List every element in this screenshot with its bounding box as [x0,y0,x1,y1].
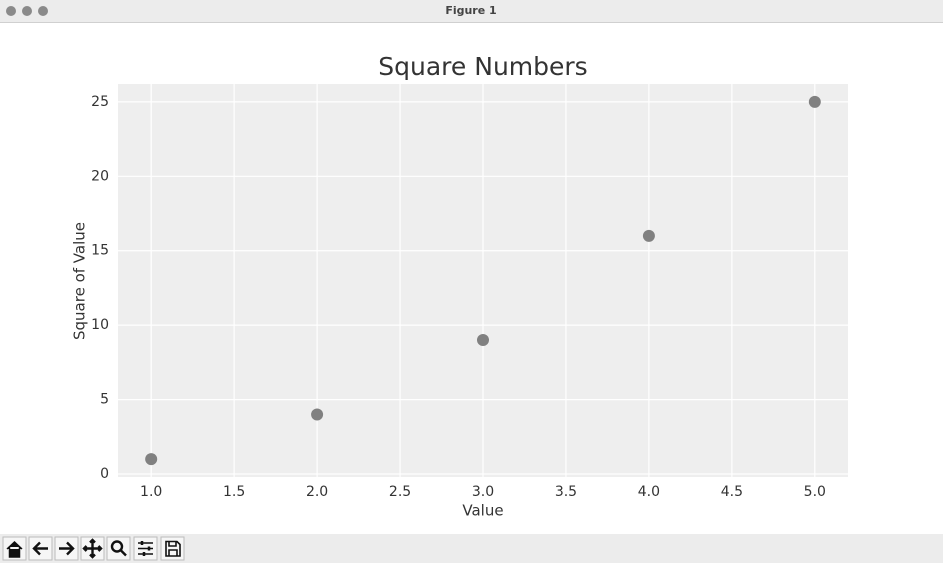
back-button[interactable] [28,536,53,561]
forward-button[interactable] [54,536,79,561]
chart-title: Square Numbers [378,52,587,81]
configure-button[interactable] [133,536,158,561]
scatter-point [808,95,821,108]
y-tick-label: 0 [100,466,109,482]
x-tick-label: 1.5 [223,484,245,500]
pan-button[interactable] [80,536,105,561]
y-tick-label: 20 [91,168,109,184]
scatter-point [477,334,489,347]
x-tick-label: 1.0 [140,484,162,500]
x-tick-label: 4.5 [721,484,743,500]
x-axis-label: Value [462,502,503,520]
x-tick-label: 3.5 [555,484,577,500]
scatter-point [642,229,655,242]
y-tick-label: 15 [91,243,109,259]
y-axis-label: Square of Value [71,222,89,340]
y-tick-label: 25 [91,94,109,110]
minimize-button[interactable] [22,6,32,16]
zoom-button[interactable] [38,6,48,16]
title-bar [0,0,943,22]
x-tick-label: 3.0 [472,484,494,500]
x-tick-label: 4.0 [638,484,660,500]
chart: 1.0 1.5 2.0 2.5 3.0 3.5 4.0 4.5 5.0 0 5 10 15 20 25 [91,84,848,500]
scatter-point [311,408,324,421]
window-title: Figure 1 [445,4,496,17]
x-tick-label: 2.0 [306,484,328,500]
zoom-tool-button[interactable] [106,536,131,561]
y-tick-label: 5 [100,392,109,408]
close-button[interactable] [6,6,16,16]
save-button[interactable] [160,536,185,561]
x-tick-label: 5.0 [804,484,826,500]
y-tick-label: 10 [91,317,109,333]
home-button[interactable] [2,536,27,561]
toolbar-buttons [2,536,185,561]
x-tick-label: 2.5 [389,484,411,500]
scatter-point [145,453,158,466]
